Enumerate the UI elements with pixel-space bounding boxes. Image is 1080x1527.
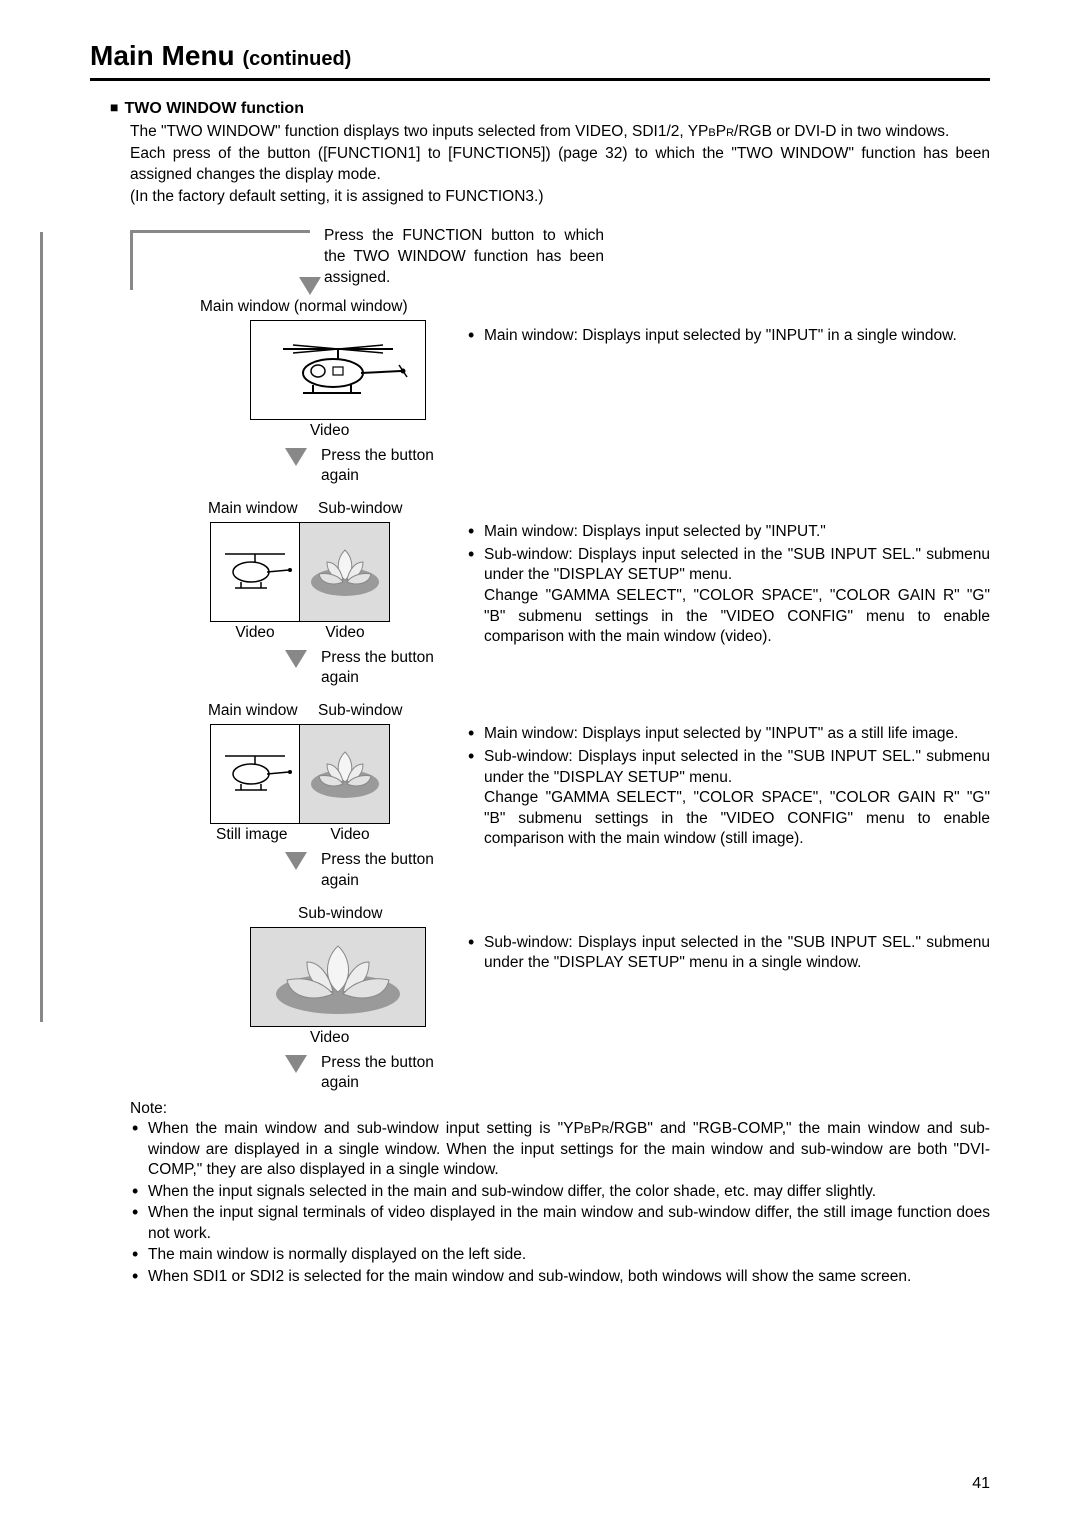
arrow-down-icon (285, 1055, 307, 1073)
step3-illustration (210, 724, 450, 824)
note1a: When the main window and sub-window inpu… (148, 1120, 584, 1137)
step2-button-row: Press the button again (285, 648, 450, 688)
step1-illustration (250, 320, 426, 420)
intro-p3: (In the factory default setting, it is a… (130, 187, 990, 207)
note1b: P (591, 1120, 601, 1137)
step1-desc: Main window: Displays input selected by … (466, 326, 990, 349)
intro-sub2: R (726, 127, 734, 139)
helicopter-small-icon (215, 744, 295, 804)
step2-caption-left: Video (210, 624, 300, 642)
square-bullet-icon: ■ (110, 99, 118, 115)
helicopter-icon (263, 335, 413, 405)
title-continued: (continued) (242, 48, 351, 70)
arrow-down-icon (285, 852, 307, 870)
notes-block: Note: When the main window and sub-windo… (130, 1099, 990, 1287)
step3-desc2b: Change "GAMMA SELECT", "COLOR SPACE", "C… (484, 789, 990, 847)
note-3: When the input signal terminals of video… (130, 1203, 990, 1244)
step3-desc2: Sub-window: Displays input selected in t… (466, 747, 990, 850)
intro-p1: The "TWO WINDOW" function displays two i… (130, 122, 990, 142)
intro-p1a: The "TWO WINDOW" function displays two i… (130, 123, 708, 140)
step2-desc1: Main window: Displays input selected by … (466, 522, 990, 543)
press-again-1: Press the button again (321, 446, 450, 486)
intro-p2: Each press of the button ([FUNCTION1] to… (130, 144, 990, 185)
press-again-4: Press the button again (321, 1053, 450, 1093)
arrow-down-icon (299, 277, 321, 295)
arrow-down-icon (285, 650, 307, 668)
step3-button-row: Press the button again (285, 850, 450, 890)
step1-desc1: Main window: Displays input selected by … (466, 326, 990, 347)
arrow-down-icon (285, 448, 307, 466)
section-heading: ■ TWO WINDOW function (110, 99, 990, 118)
step3-desc2a: Sub-window: Displays input selected in t… (484, 748, 990, 786)
step3-row: Still image Video Press the button again… (130, 724, 990, 890)
top-bracket (130, 230, 310, 290)
step3-right-pane (300, 724, 390, 824)
top-instruction: Press the FUNCTION button to which the T… (324, 226, 604, 289)
step3-left-pane (210, 724, 300, 824)
step2-right-pane (300, 522, 390, 622)
step4-illustration (250, 927, 426, 1027)
step1-row: Video Press the button again Main window… (130, 320, 990, 486)
step4-desc: Sub-window: Displays input selected in t… (466, 933, 990, 976)
step3-caption-right: Video (310, 826, 390, 844)
step4-label: Sub-window (298, 905, 990, 923)
step3-desc1: Main window: Displays input selected by … (466, 724, 990, 745)
step2-desc2b: Change "GAMMA SELECT", "COLOR SPACE", "C… (484, 587, 990, 645)
flow-top: Press the FUNCTION button to which the T… (130, 226, 990, 290)
intro-block: The "TWO WINDOW" function displays two i… (130, 122, 990, 208)
page-number: 41 (972, 1475, 990, 1493)
step2-labels: Main windowSub-window (208, 500, 990, 518)
helicopter-small-icon (215, 542, 295, 602)
lotus-large-icon (263, 932, 413, 1022)
intro-sub1: B (708, 127, 715, 139)
press-again-2: Press the button again (321, 648, 450, 688)
note-2: When the input signals selected in the m… (130, 1182, 990, 1202)
heading-text: TWO WINDOW function (124, 100, 304, 117)
step2-row: Video Video Press the button again Main … (130, 522, 990, 688)
step1-caption: Video (310, 422, 450, 440)
flow-return-rail (40, 232, 43, 1022)
step2-label-main: Main window (208, 500, 318, 518)
step4-desc1: Sub-window: Displays input selected in t… (466, 933, 990, 974)
lotus-icon (305, 532, 385, 612)
step2-desc2: Sub-window: Displays input selected in t… (466, 545, 990, 648)
step3-label-main: Main window (208, 702, 318, 720)
note-label: Note: (130, 1099, 990, 1119)
flow-area: Press the FUNCTION button to which the T… (130, 226, 990, 1093)
step3-labels: Main windowSub-window (208, 702, 990, 720)
step2-desc2a: Sub-window: Displays input selected in t… (484, 546, 990, 584)
intro-p1c: /RGB or DVI-D in two windows. (734, 123, 949, 140)
step3-caption-left: Still image (210, 826, 310, 844)
press-again-3: Press the button again (321, 850, 450, 890)
note-5: When SDI1 or SDI2 is selected for the ma… (130, 1267, 990, 1287)
page-title: Main Menu (continued) (90, 40, 990, 81)
step2-desc: Main window: Displays input selected by … (466, 522, 990, 650)
step1-button-row: Press the button again (285, 446, 450, 486)
step2-caption-right: Video (300, 624, 390, 642)
step3-label-sub: Sub-window (318, 702, 402, 719)
step2-left-pane (210, 522, 300, 622)
note-1: When the main window and sub-window inpu… (130, 1119, 990, 1180)
lotus-icon (305, 734, 385, 814)
note-4: The main window is normally displayed on… (130, 1245, 990, 1265)
step4-row: Video Press the button again Sub-window:… (130, 927, 990, 1093)
step4-caption: Video (310, 1029, 450, 1047)
step2-illustration (210, 522, 450, 622)
intro-p1b: P (716, 123, 726, 140)
step3-desc: Main window: Displays input selected by … (466, 724, 990, 852)
step1-label: Main window (normal window) (200, 298, 990, 316)
step4-button-row: Press the button again (285, 1053, 450, 1093)
step2-label-sub: Sub-window (318, 500, 402, 517)
title-main: Main Menu (90, 40, 235, 71)
